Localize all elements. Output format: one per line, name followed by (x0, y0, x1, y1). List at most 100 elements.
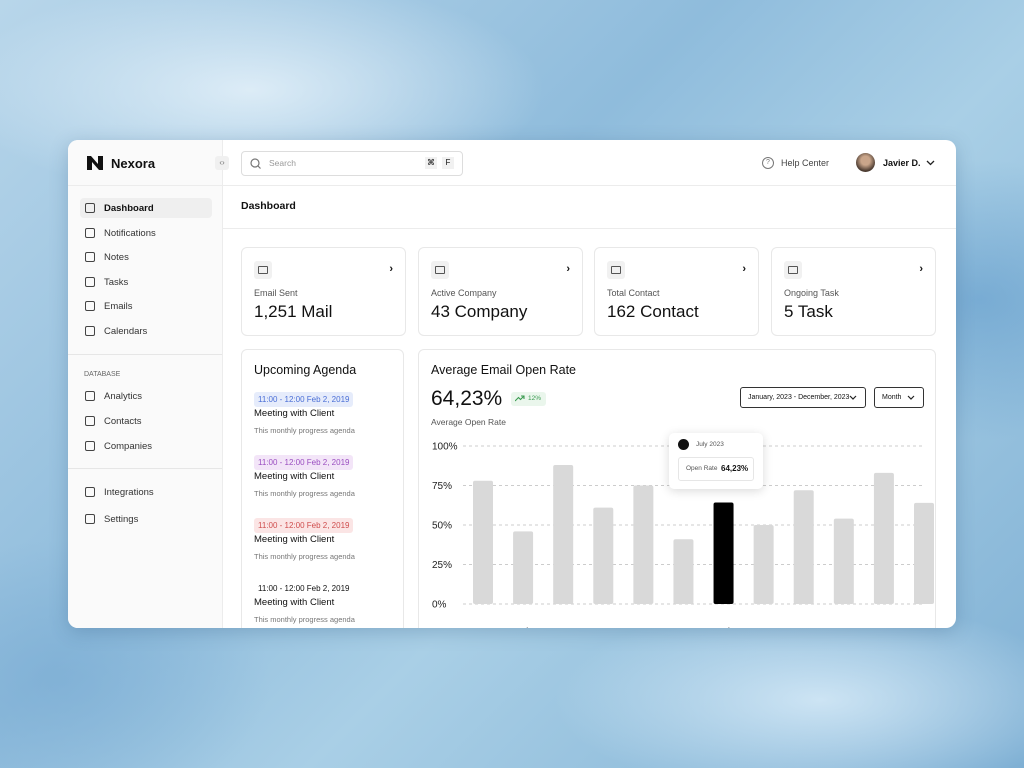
collapse-button[interactable]: ‹› (215, 156, 229, 170)
menu-item[interactable]: Contacts (80, 411, 212, 431)
bar[interactable] (593, 507, 614, 604)
x-tick-label: Jan (475, 627, 491, 628)
x-tick-label: May (634, 627, 653, 628)
user-name[interactable]: Javier D. (883, 158, 921, 168)
menu-item[interactable]: Notifications (80, 223, 212, 243)
bar[interactable] (553, 464, 574, 604)
x-tick-label: Jun (675, 627, 691, 628)
bar[interactable] (513, 531, 534, 604)
search-box[interactable]: Search ⌘ F (241, 151, 463, 176)
stat-card[interactable]: › Active Company 43 Company (418, 247, 583, 336)
chevron (849, 395, 857, 400)
period-select[interactable]: Month (874, 387, 924, 408)
icon-glyph (611, 266, 621, 274)
change: 12% (528, 395, 542, 402)
menu-label: Analytics (104, 391, 143, 402)
menu-label: Calendars (104, 326, 148, 337)
chart-subtitle: Average Open Rate (431, 417, 506, 427)
stat-card[interactable]: › Email Sent 1,251 Mail (241, 247, 406, 336)
chevron (907, 395, 915, 400)
app-window: Nexora ‹› DATABASE Dashboard Notification… (68, 140, 956, 628)
menu-item[interactable]: Integrations (80, 482, 212, 502)
agenda-title: Meeting with Client (254, 534, 335, 545)
icon-glyph (435, 266, 445, 274)
x-tick-label: Jul (717, 627, 730, 628)
agenda-item[interactable]: 11:00 - 12:00 Feb 2, 2019 Meeting with Cl… (254, 389, 394, 435)
x-tick-label: Oct (836, 627, 852, 628)
page-title: Dashboard (241, 200, 296, 212)
bar[interactable] (713, 502, 734, 604)
agenda-card: Upcoming Agenda 11:00 - 12:00 Feb 2, 201… (241, 349, 404, 628)
tooltip: July 2023 Open Rate 64,23% (669, 433, 763, 489)
agenda-item[interactable]: 11:00 - 12:00 Feb 2, 2019 Meeting with Cl… (254, 578, 394, 624)
agenda-desc: This monthly progress agenda (254, 489, 355, 498)
stat-value: 5 Task (784, 302, 833, 321)
menu-label: Notifications (104, 227, 156, 239)
brand: Nexora (111, 156, 156, 171)
y-tick-label: 25% (432, 560, 452, 571)
agenda-desc: This monthly progress agenda (254, 426, 355, 435)
tooltip-value: 64,23% (721, 464, 749, 473)
stat-icon (607, 261, 625, 279)
shortcut-key: F (442, 157, 454, 169)
bar[interactable] (833, 518, 854, 604)
divider (222, 228, 956, 229)
menu-icon (85, 301, 95, 312)
agenda-item[interactable]: 11:00 - 12:00 Feb 2, 2019 Meeting with Cl… (254, 515, 394, 561)
stat-label: Total Contact (607, 288, 660, 298)
menu-label: Integrations (104, 487, 154, 498)
divider (68, 468, 222, 469)
menu-item[interactable]: Notes (80, 247, 212, 267)
help-link[interactable]: Help Center (781, 158, 830, 168)
menu-icon (85, 440, 95, 451)
x-tick-label: Aug (755, 627, 773, 628)
period: Month (882, 394, 902, 401)
agenda-item[interactable]: 11:00 - 12:00 Feb 2, 2019 Meeting with Cl… (254, 452, 394, 498)
menu-label: Notes (104, 252, 129, 264)
trend-icon (515, 395, 525, 402)
menu-icon (85, 203, 95, 213)
bar[interactable] (873, 472, 894, 604)
bar[interactable] (753, 525, 774, 604)
tooltip-title: July 2023 (696, 441, 724, 448)
chart-card: Average Email Open Rate 64,23% 12% Avera… (418, 349, 936, 628)
menu-label: Emails (104, 301, 133, 313)
search-placeholder: Search (269, 158, 296, 168)
section-label: DATABASE (84, 371, 121, 378)
tooltip-row: Open Rate 64,23% (678, 457, 754, 481)
bar[interactable] (673, 539, 694, 604)
avatar[interactable] (856, 153, 875, 172)
stat-card[interactable]: › Ongoing Task 5 Task (771, 247, 936, 336)
menu-icon (85, 514, 95, 524)
menu-label: Companies (104, 440, 153, 452)
menu-item[interactable]: Tasks (80, 272, 212, 292)
search-icon (250, 158, 261, 169)
menu-item[interactable]: Companies (80, 436, 212, 456)
chevron (926, 160, 935, 166)
menu-item[interactable]: Calendars (80, 321, 212, 341)
date-range-select[interactable]: January, 2023 - December, 2023 (740, 387, 866, 408)
menu-item[interactable]: Settings (80, 509, 212, 529)
divider (68, 185, 956, 186)
menu-item[interactable]: Emails (80, 296, 212, 316)
bar[interactable] (793, 490, 814, 604)
stat-card[interactable]: › Total Contact 162 Contact (594, 247, 759, 336)
agenda-desc: This monthly progress agenda (254, 552, 355, 561)
bar[interactable] (633, 485, 654, 605)
menu-item[interactable]: Analytics (80, 386, 212, 406)
chevron: › (742, 263, 746, 275)
agenda-time: 11:00 - 12:00 Feb 2, 2019 (254, 455, 354, 470)
menu-item[interactable]: Dashboard (80, 198, 212, 218)
chevron: › (566, 263, 570, 275)
bar[interactable] (914, 502, 934, 604)
menu-icon (85, 391, 95, 401)
menu-icon (85, 252, 95, 263)
bar-chart: 0% 25% 50% 75% 100% Jan Feb Mar Apr May Jun Jul Aug S… (432, 442, 934, 628)
agenda-desc: This monthly progress agenda (254, 615, 355, 624)
agenda-time: 11:00 - 12:00 Feb 2, 2019 (258, 584, 350, 593)
x-tick-label: Feb (514, 627, 532, 628)
y-tick-label: 0% (432, 600, 447, 611)
bar[interactable] (473, 480, 493, 604)
stat-icon (431, 261, 449, 279)
